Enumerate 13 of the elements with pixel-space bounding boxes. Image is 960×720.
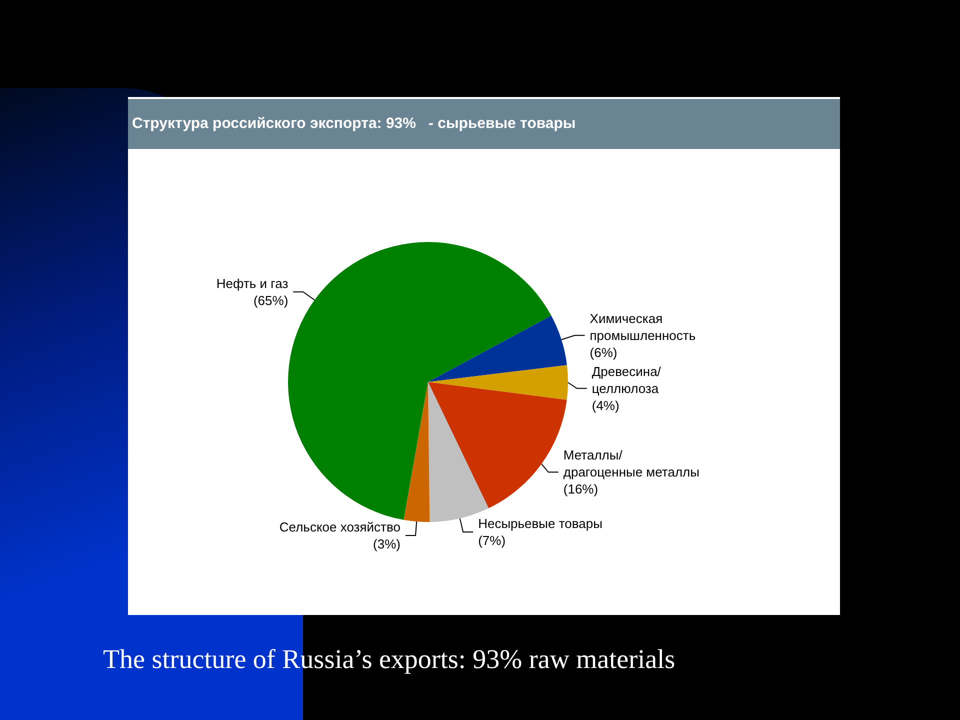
slice-label: Нефть и газ [216, 276, 288, 291]
slice-label: Металлы/драгоценные металлы [563, 448, 700, 480]
data-label: (16%) [563, 482, 598, 497]
slice-label: Химическая промышленность [590, 310, 696, 343]
slice-label: Несырьевые товары [478, 516, 602, 531]
data-label: (4%) [592, 398, 620, 413]
data-label: (7%) [478, 532, 506, 548]
slice-label: Древесина/целлюлоза [592, 364, 662, 396]
data-label: (6%) [590, 344, 618, 360]
chart-title: Структура российского экспорта: 93% - сырьевые товары [128, 99, 840, 149]
slice-label: Сельское хозяйство [279, 519, 401, 534]
data-label: (65%) [253, 292, 288, 308]
data-label: (3%) [373, 536, 401, 552]
